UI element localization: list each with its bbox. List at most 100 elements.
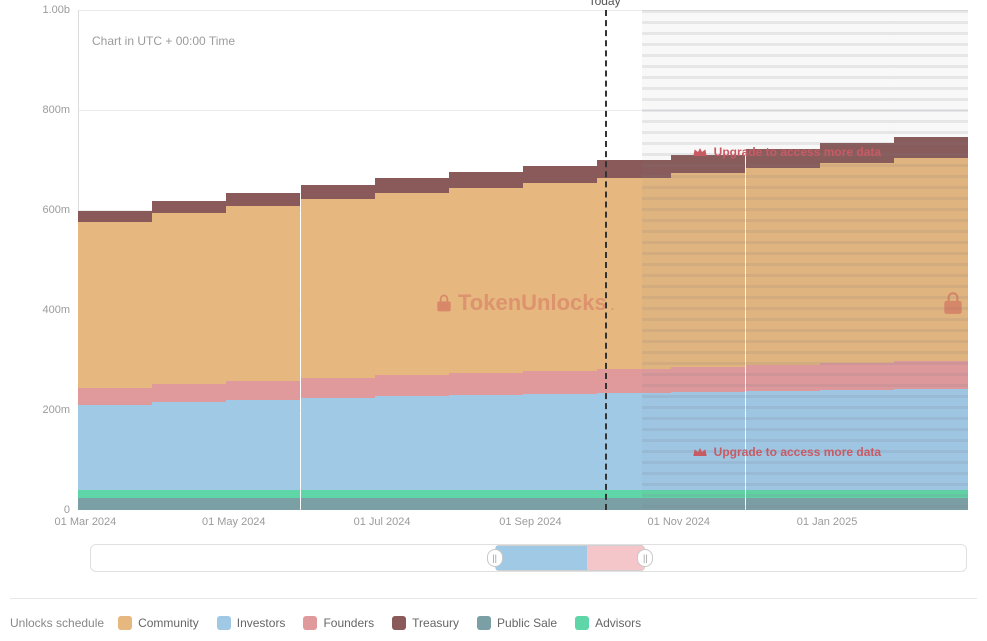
bar-column bbox=[449, 172, 523, 511]
bar-segment-treasury bbox=[375, 178, 449, 193]
bar-segment-founders bbox=[78, 388, 152, 405]
bar-segment-advisors bbox=[449, 490, 523, 498]
bar-segment-public_sale bbox=[226, 498, 300, 511]
range-slider[interactable]: || || bbox=[90, 544, 967, 572]
timezone-note: Chart in UTC + 00:00 Time bbox=[92, 34, 235, 48]
bar-segment-public_sale bbox=[449, 498, 523, 511]
bar-segment-community bbox=[820, 163, 894, 363]
today-line bbox=[605, 10, 607, 510]
legend-swatch bbox=[477, 616, 491, 630]
bar-segment-advisors bbox=[597, 490, 671, 498]
bar-column bbox=[78, 211, 152, 511]
bar-column bbox=[894, 137, 968, 511]
bar-segment-advisors bbox=[820, 490, 894, 498]
bar-segment-treasury bbox=[449, 172, 523, 188]
slider-handle-left[interactable]: || bbox=[487, 549, 503, 567]
bar-segment-treasury bbox=[78, 211, 152, 222]
legend-label: Advisors bbox=[595, 616, 641, 630]
legend-label: Community bbox=[138, 616, 199, 630]
bar-segment-treasury bbox=[820, 143, 894, 163]
slider-fill-left bbox=[496, 546, 589, 570]
bar-segment-public_sale bbox=[746, 498, 820, 511]
legend-item-public_sale[interactable]: Public Sale bbox=[477, 616, 557, 630]
legend-item-community[interactable]: Community bbox=[118, 616, 199, 630]
bar-segment-investors bbox=[449, 395, 523, 490]
bar-segment-community bbox=[152, 213, 226, 384]
legend-label: Investors bbox=[237, 616, 286, 630]
slider-window[interactable] bbox=[495, 545, 646, 571]
chart-container: 0200m400m600m800m1.00b Today Chart in UT… bbox=[10, 0, 977, 595]
bar-segment-founders bbox=[449, 373, 523, 395]
bar-segment-treasury bbox=[226, 193, 300, 206]
bar-segment-investors bbox=[597, 393, 671, 490]
bar-segment-founders bbox=[301, 378, 375, 398]
bar-segment-founders bbox=[597, 369, 671, 393]
bar-segment-community bbox=[375, 193, 449, 375]
bar-segment-community bbox=[597, 178, 671, 369]
bar-segment-advisors bbox=[894, 490, 968, 498]
today-label: Today bbox=[589, 0, 621, 8]
legend-swatch bbox=[118, 616, 132, 630]
bar-segment-community bbox=[671, 173, 745, 367]
bar-segment-advisors bbox=[152, 490, 226, 498]
bar-segment-community bbox=[226, 206, 300, 381]
bar-segment-public_sale bbox=[894, 498, 968, 511]
bar-segment-treasury bbox=[597, 160, 671, 178]
bar-segment-founders bbox=[375, 375, 449, 396]
bar-segment-public_sale bbox=[523, 498, 597, 511]
x-tick-label: 01 Mar 2024 bbox=[55, 516, 117, 528]
bar-segment-founders bbox=[226, 381, 300, 400]
bar-segment-advisors bbox=[78, 490, 152, 498]
bar-column bbox=[152, 201, 226, 511]
bar-segment-treasury bbox=[746, 149, 820, 168]
legend-item-investors[interactable]: Investors bbox=[217, 616, 286, 630]
bar-column bbox=[226, 193, 300, 511]
bar-segment-advisors bbox=[746, 490, 820, 498]
y-tick-label: 0 bbox=[10, 504, 70, 516]
bar-segment-public_sale bbox=[78, 498, 152, 511]
bar-segment-advisors bbox=[375, 490, 449, 498]
bar-segment-investors bbox=[375, 396, 449, 490]
legend-item-founders[interactable]: Founders bbox=[303, 616, 374, 630]
bar-segment-investors bbox=[671, 392, 745, 490]
legend-swatch bbox=[392, 616, 406, 630]
legend-title: Unlocks schedule bbox=[10, 616, 104, 630]
bar-segment-community bbox=[523, 183, 597, 371]
bar-segment-treasury bbox=[671, 155, 745, 173]
legend-item-advisors[interactable]: Advisors bbox=[575, 616, 641, 630]
bar-segment-community bbox=[301, 199, 375, 378]
x-tick-label: 01 Nov 2024 bbox=[648, 516, 710, 528]
bar-segment-founders bbox=[523, 371, 597, 394]
bar-segment-public_sale bbox=[820, 498, 894, 511]
bar-segment-treasury bbox=[301, 185, 375, 199]
legend-item-treasury[interactable]: Treasury bbox=[392, 616, 459, 630]
bar-column bbox=[671, 155, 745, 511]
bar-column bbox=[301, 185, 375, 511]
x-tick-label: 01 Jul 2024 bbox=[354, 516, 411, 528]
bar-segment-investors bbox=[894, 389, 968, 490]
bar-segment-public_sale bbox=[375, 498, 449, 511]
bar-segment-investors bbox=[820, 390, 894, 490]
bar-column bbox=[523, 166, 597, 511]
bar-segment-advisors bbox=[671, 490, 745, 498]
stacked-bars bbox=[78, 10, 968, 510]
bar-segment-investors bbox=[301, 398, 375, 490]
y-tick-label: 1.00b bbox=[10, 4, 70, 16]
bar-segment-community bbox=[894, 158, 968, 361]
bar-column bbox=[746, 149, 820, 511]
bar-segment-founders bbox=[894, 361, 968, 389]
bar-segment-founders bbox=[746, 365, 820, 391]
bar-segment-founders bbox=[671, 367, 745, 392]
bar-column bbox=[820, 143, 894, 511]
bar-column bbox=[597, 160, 671, 510]
slider-fill-right bbox=[587, 546, 645, 570]
bar-segment-investors bbox=[226, 400, 300, 490]
bar-segment-treasury bbox=[152, 201, 226, 213]
bar-segment-investors bbox=[78, 405, 152, 490]
slider-handle-right[interactable]: || bbox=[637, 549, 653, 567]
bar-segment-investors bbox=[746, 391, 820, 490]
x-tick-label: 01 May 2024 bbox=[202, 516, 266, 528]
y-tick-label: 800m bbox=[10, 104, 70, 116]
lock-icon bbox=[940, 290, 966, 316]
legend-footer: Unlocks schedule Community Investors Found… bbox=[10, 598, 977, 638]
